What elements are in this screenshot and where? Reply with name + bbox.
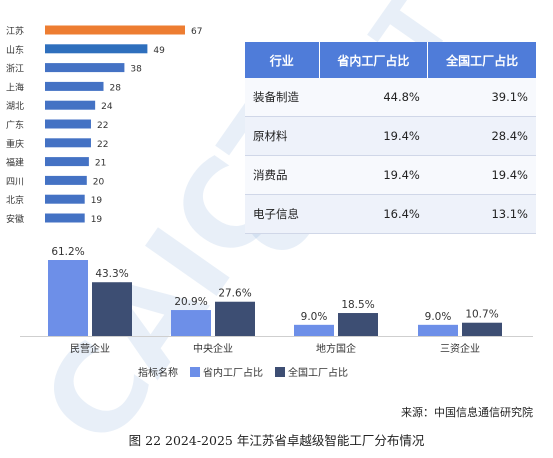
data-label: 9.0% <box>425 311 452 323</box>
category-label: 四川 <box>6 177 24 187</box>
industry-share-table-wrap: 行业 省内工厂占比 全国工厂占比 装备制造 44.8% 39.1% 原材料 19… <box>245 42 536 234</box>
bar <box>171 310 211 336</box>
table-cell-province: 44.8% <box>319 78 428 117</box>
table-cell-industry: 装备制造 <box>245 78 319 117</box>
figure-caption: 图 22 2024-2025 年江苏省卓越级智能工厂分布情况 <box>128 433 425 448</box>
table-cell-province: 16.4% <box>319 194 428 234</box>
bar <box>45 81 104 91</box>
bar <box>45 63 125 73</box>
table-row: 装备制造 44.8% 39.1% <box>245 78 536 117</box>
category-label: 中央企业 <box>193 342 233 355</box>
data-label: 61.2% <box>51 246 84 258</box>
bar <box>45 213 85 223</box>
table-row: 电子信息 16.4% 13.1% <box>245 194 536 234</box>
table-cell-national: 28.4% <box>427 116 536 156</box>
table-cell-national: 39.1% <box>427 78 536 117</box>
data-label: 20 <box>93 177 105 187</box>
category-label: 广东 <box>6 119 24 131</box>
table-header-row: 行业 省内工厂占比 全国工厂占比 <box>245 42 536 78</box>
data-label: 38 <box>130 65 142 75</box>
category-label: 福建 <box>6 157 24 169</box>
table-cell-national: 13.1% <box>427 194 536 234</box>
table-cell-industry: 消费品 <box>245 155 319 195</box>
data-label: 20.9% <box>174 296 207 308</box>
table-row: 原材料 19.4% 28.4% <box>245 116 536 156</box>
legend-label: 全国工厂占比 <box>288 366 348 379</box>
data-label: 19 <box>91 215 103 225</box>
legend-swatch <box>190 367 200 377</box>
bar <box>45 194 85 204</box>
data-label: 9.0% <box>301 311 328 323</box>
data-label: 22 <box>97 121 108 131</box>
bar <box>45 138 91 148</box>
bar <box>45 175 87 185</box>
data-label: 28 <box>110 83 122 93</box>
table-cell-province: 19.4% <box>319 116 428 156</box>
category-label: 山东 <box>6 44 24 56</box>
bar <box>338 313 378 336</box>
bar <box>45 25 185 35</box>
legend-title: 指标名称 <box>138 366 178 379</box>
category-label: 江苏 <box>6 25 24 37</box>
bar <box>215 301 255 336</box>
data-label: 49 <box>153 46 165 56</box>
bar <box>294 324 334 336</box>
source-note: 来源：中国信息通信研究院 <box>401 406 533 419</box>
bar <box>45 119 91 129</box>
data-label: 19 <box>91 196 103 206</box>
category-label: 地方国企 <box>316 342 356 355</box>
table-cell-province: 19.4% <box>319 155 428 195</box>
data-label: 27.6% <box>218 288 251 300</box>
bar <box>92 282 132 336</box>
data-label: 10.7% <box>465 309 498 321</box>
table-cell-industry: 电子信息 <box>245 194 319 234</box>
data-label: 24 <box>101 102 113 112</box>
industry-share-table: 行业 省内工厂占比 全国工厂占比 装备制造 44.8% 39.1% 原材料 19… <box>245 42 536 234</box>
bar <box>418 324 458 336</box>
bar <box>462 322 502 336</box>
category-label: 北京 <box>6 194 24 206</box>
table-header-cell: 全国工厂占比 <box>427 42 536 78</box>
table-cell-industry: 原材料 <box>245 116 319 156</box>
data-label: 21 <box>95 159 106 169</box>
table-cell-national: 19.4% <box>427 155 536 195</box>
data-label: 67 <box>191 27 202 37</box>
table-row: 消费品 19.4% 19.4% <box>245 155 536 195</box>
category-label: 民营企业 <box>70 342 110 355</box>
bar <box>48 260 88 336</box>
table-header-cell: 省内工厂占比 <box>319 42 429 78</box>
legend-swatch <box>275 367 285 377</box>
enterprise-type-bar-chart: 61.2% 43.3% 民营企业 20.9% 27.6% 中央企业 9.0% 18.5% 地方国… <box>20 246 533 379</box>
bar <box>45 100 96 110</box>
data-label: 43.3% <box>95 268 128 280</box>
bar <box>45 44 148 54</box>
bar <box>45 157 89 167</box>
province-bar-chart: 江苏 67 山东 49 浙江 38 上海 28 湖北 24 广东 22 重庆 22 福建 21 四川 20 北京 19… <box>6 25 202 225</box>
category-label: 湖北 <box>6 101 24 112</box>
category-label: 上海 <box>6 81 24 93</box>
data-label: 18.5% <box>341 299 374 311</box>
table-header-cell: 行业 <box>245 42 320 78</box>
legend-label: 省内工厂占比 <box>203 366 263 379</box>
category-label: 重庆 <box>6 138 24 150</box>
category-label: 安徽 <box>6 213 24 225</box>
category-label: 浙江 <box>6 63 24 75</box>
data-label: 22 <box>97 140 108 150</box>
category-label: 三资企业 <box>440 342 480 355</box>
